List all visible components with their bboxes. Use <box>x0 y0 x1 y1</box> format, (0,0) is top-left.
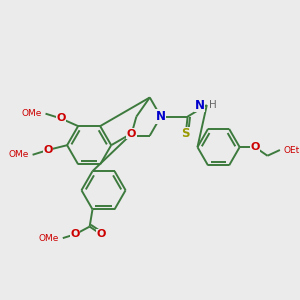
Text: OEt: OEt <box>284 146 300 154</box>
Text: N: N <box>156 110 166 123</box>
Text: O: O <box>43 145 52 155</box>
Text: OMe: OMe <box>39 234 59 243</box>
Text: O: O <box>56 113 66 123</box>
Text: OMe: OMe <box>8 150 29 159</box>
Text: O: O <box>70 229 80 239</box>
Text: N: N <box>195 99 205 112</box>
Text: OMe: OMe <box>21 109 42 118</box>
Text: H: H <box>209 100 217 110</box>
Text: O: O <box>127 129 136 139</box>
Text: O: O <box>96 229 106 239</box>
Text: O: O <box>250 142 260 152</box>
Text: S: S <box>182 127 190 140</box>
